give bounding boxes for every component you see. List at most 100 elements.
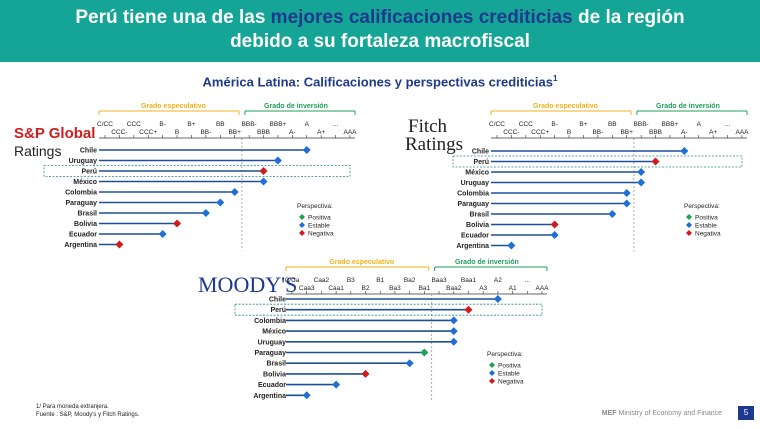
country-label: México: [465, 170, 489, 177]
scale-tick-label: A: [305, 121, 310, 128]
outlook-marker: [449, 337, 458, 346]
chart-subtitle: América Latina: Calificaciones y perspec…: [0, 74, 760, 89]
outlook-marker: [550, 220, 559, 229]
scale-tick-label: B+: [187, 121, 195, 128]
outlook-marker: [507, 241, 516, 250]
scale-tick-label: B2: [362, 285, 370, 292]
scale-tick-label: A2: [494, 277, 502, 284]
outlook-marker: [201, 209, 210, 217]
legend-label: Positiva: [695, 215, 718, 222]
legend-label: Estable: [308, 223, 330, 230]
scale-tick-label: BBB+: [662, 121, 679, 128]
sp-logo-bg: [14, 124, 94, 138]
outlook-marker: [216, 198, 225, 207]
country-label: México: [73, 179, 97, 186]
country-label: Bolivia: [263, 371, 286, 378]
country-label: México: [262, 329, 286, 336]
country-label: Perú: [81, 169, 97, 176]
outlook-marker: [273, 156, 282, 165]
outlook-marker: [637, 178, 646, 187]
scale-tick-label: B: [567, 129, 571, 136]
scale-tick-label: Baa2: [446, 285, 462, 292]
country-label: Ecuador: [69, 232, 97, 239]
country-label: Uruguay: [258, 339, 287, 346]
scale-tick-label: BB+: [620, 129, 633, 136]
legend-marker: [299, 230, 305, 236]
investment-label: Grado de inversión: [455, 259, 519, 266]
scale-tick-label: Baa3: [431, 277, 447, 284]
scale-tick-label: Ba3: [389, 285, 401, 292]
highlight-box: [43, 165, 351, 177]
scale-tick-label: C/CC: [97, 121, 113, 128]
outlook-marker: [550, 231, 559, 239]
legend-label: Negativa: [498, 379, 524, 386]
subtitle-text: América Latina: Calificaciones y perspec…: [202, 74, 553, 90]
legend-marker: [299, 222, 305, 228]
country-label: Argentina: [64, 242, 97, 249]
country-label: Brasil: [470, 212, 490, 219]
scale-tick-label: A: [697, 121, 702, 128]
outlook-marker: [332, 380, 341, 389]
country-label: Colombia: [457, 191, 489, 198]
scale-tick-label: ...: [725, 121, 731, 128]
country-label: Chile: [472, 149, 489, 156]
scale-tick-label: Baa1: [461, 277, 477, 284]
scale-tick-label: A3: [479, 285, 487, 292]
scale-tick-label: AAA: [535, 285, 549, 292]
investment-label: Grado de inversión: [264, 103, 328, 110]
legend-title: Perspectiva:: [487, 351, 523, 358]
scale-tick-label: C/CC: [489, 121, 505, 128]
scale-tick-label: Caa3: [299, 285, 315, 292]
scale-tick-label: BBB+: [270, 121, 287, 128]
scale-tick-label: BB: [608, 121, 617, 128]
title-part-1: Perú tiene una de las: [75, 7, 271, 28]
scale-tick-label: CCC: [519, 121, 533, 128]
outlook-marker: [637, 168, 646, 176]
scale-tick-label: BBB: [257, 129, 270, 136]
speculative-label: Grado especulativo: [141, 103, 206, 110]
country-label: Paraguay: [457, 201, 489, 208]
scale-tick-label: B-: [551, 121, 558, 128]
subtitle-footnote-mark: 1: [553, 74, 558, 83]
footer-brand: MEF Ministry of Economy and Finance: [602, 410, 722, 417]
scale-tick-label: Caa2: [314, 277, 330, 284]
scale-tick-label: BB+: [228, 129, 241, 136]
sp-logo-text: S&P Global: [14, 125, 95, 142]
scale-tick-label: Ba1: [419, 285, 431, 292]
outlook-marker: [622, 189, 631, 197]
outlook-marker: [651, 157, 660, 166]
scale-tick-label: BB: [216, 121, 225, 128]
highlight-box: [452, 155, 743, 168]
scale-tick-label: BBB: [649, 129, 662, 136]
outlook-marker: [449, 327, 458, 336]
legend-label: Estable: [695, 223, 717, 230]
country-label: Bolivia: [74, 221, 97, 228]
legend-marker: [489, 370, 495, 376]
scale-tick-label: CCC+: [139, 129, 157, 136]
footnote-source: Fuente : S&P, Moody's y Fitch Ratings.: [36, 412, 140, 418]
scale-tick-label: B1: [376, 277, 384, 284]
scale-tick-label: B-: [159, 121, 166, 128]
legend-label: Positiva: [498, 363, 521, 370]
scale-tick-label: B+: [579, 121, 587, 128]
speculative-label: Grado especulativo: [329, 259, 394, 266]
country-label: Chile: [269, 297, 286, 304]
country-label: Perú: [270, 307, 286, 314]
country-label: Uruguay: [461, 180, 490, 187]
legend-marker: [299, 214, 305, 220]
title-highlight: mejores calificaciones crediticias: [270, 7, 573, 28]
page-number: 5: [738, 406, 754, 420]
outlook-marker: [361, 369, 370, 378]
scale-tick-label: A-: [289, 129, 296, 136]
scale-tick-label: A+: [317, 129, 325, 136]
country-label: Uruguay: [69, 158, 98, 165]
chart-moody-s: MOODY'S Grado especulativo Grado de invers…: [198, 259, 549, 402]
legend-marker: [686, 222, 692, 228]
country-label: Brasil: [78, 211, 98, 218]
scale-tick-label: BB-: [592, 129, 603, 136]
header-banner: Perú tiene una de las mejores calificaci…: [0, 0, 760, 62]
scale-tick-label: Ba2: [404, 277, 416, 284]
legend-title: Perspectiva:: [684, 203, 720, 210]
